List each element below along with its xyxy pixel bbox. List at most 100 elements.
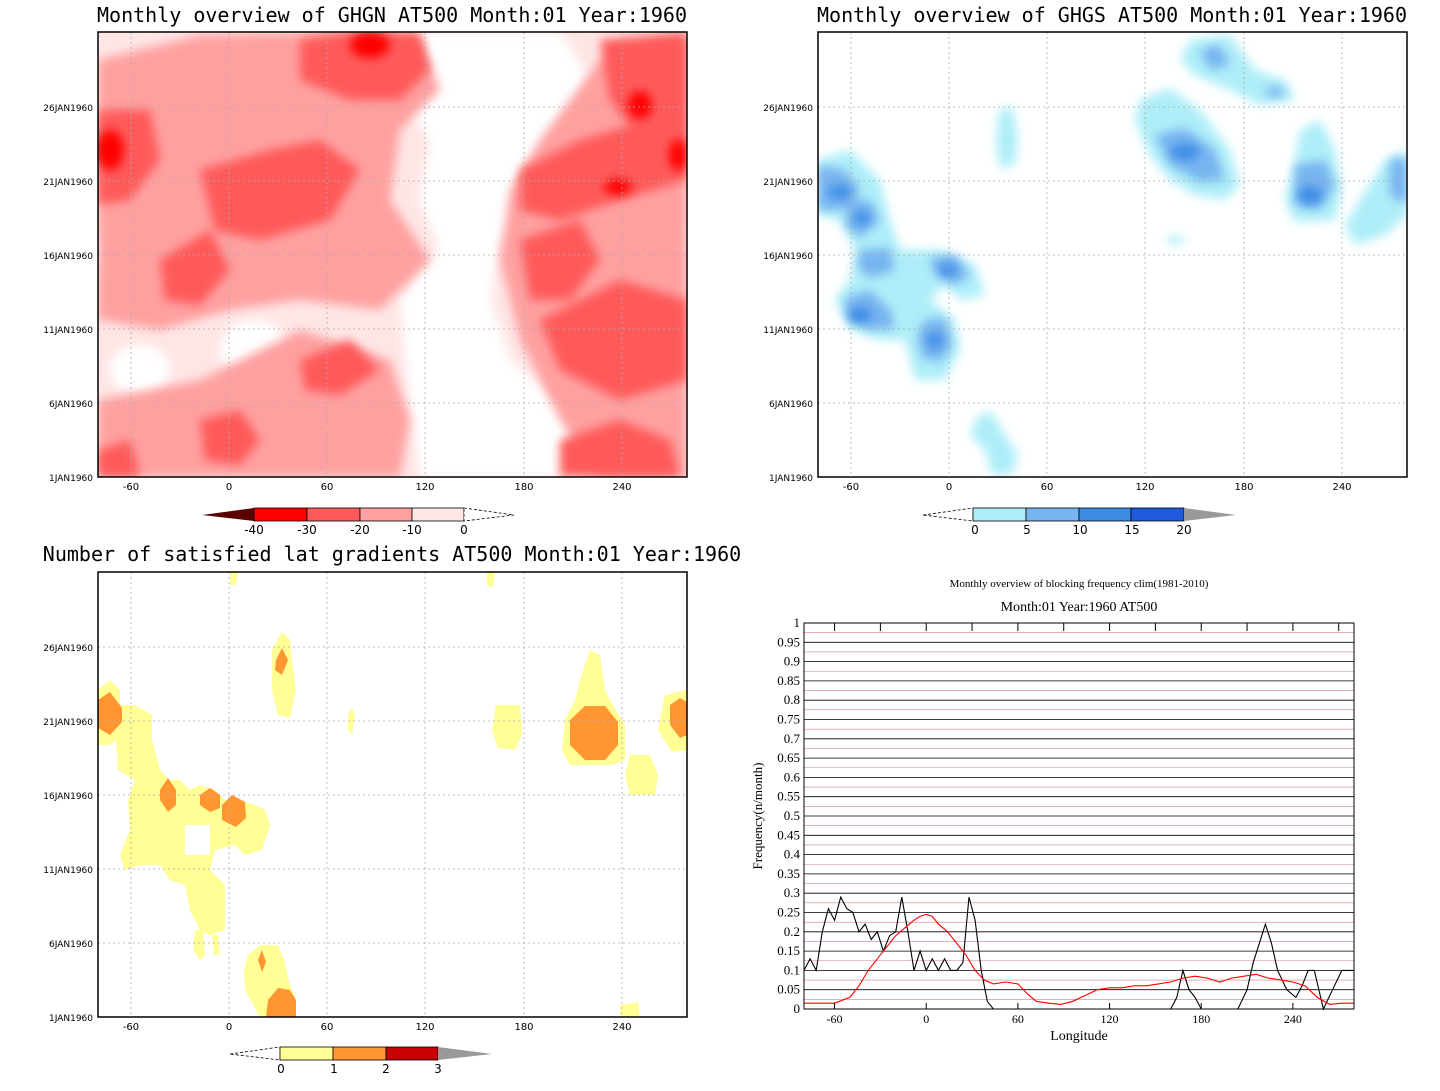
- ghgs-title: Monthly overview of GHGS AT500 Month:01 …: [817, 3, 1407, 27]
- ghgs-contour-fill: [818, 32, 1407, 477]
- freq-y-tick-label: 0: [794, 1001, 801, 1016]
- colorbar-swatch: [1130, 507, 1185, 522]
- x-tick-label: 60: [1041, 482, 1054, 493]
- freq-y-tick-label: 0.4: [784, 847, 801, 862]
- y-tick-label: 11JAN1960: [43, 866, 93, 876]
- ghgs-panel: Monthly overview of GHGS AT500 Month:01 …: [763, 3, 1408, 537]
- ghgn-y-ticks: 1JAN1960 6JAN1960 11JAN1960 16JAN1960 21…: [43, 104, 93, 484]
- freq-x-axis-label: Longitude: [1050, 1029, 1108, 1044]
- colorbar-label: 20: [1176, 523, 1191, 537]
- colorbar-label: 10: [1072, 523, 1087, 537]
- colorbar-label: -30: [297, 523, 317, 537]
- colorbar-swatch: [385, 1046, 439, 1061]
- freq-series-group: [803, 895, 1354, 1011]
- freq-y-tick-label: 0.5: [784, 808, 800, 823]
- x-tick-label: 240: [612, 482, 631, 493]
- freq-x-tick-label: 180: [1192, 1012, 1210, 1026]
- ghgs-y-ticks: 1JAN1960 6JAN1960 11JAN1960 16JAN1960 21…: [763, 104, 813, 484]
- colorbar-label: 0: [277, 1062, 285, 1076]
- colorbar-swatch: [1184, 508, 1236, 521]
- freq-y-tick-label: 0.7: [784, 731, 801, 746]
- freq-y-tick-label: 0.6: [784, 769, 801, 784]
- freq-title: Monthly overview of blocking frequency c…: [950, 578, 1209, 590]
- freq-x-tick-label: 0: [923, 1012, 929, 1026]
- ghgn-gridlines: [98, 32, 687, 477]
- freq-y-tick-label: 1: [794, 615, 801, 630]
- freq-x-tick-label: -60: [827, 1012, 843, 1026]
- ghgn-title: Monthly overview of GHGN AT500 Month:01 …: [97, 3, 687, 27]
- y-tick-label: 21JAN1960: [43, 178, 93, 188]
- x-tick-label: 120: [415, 482, 434, 493]
- x-tick-label: 120: [1135, 482, 1154, 493]
- y-tick-label: 16JAN1960: [43, 792, 93, 802]
- x-tick-label: 180: [514, 482, 533, 493]
- freq-y-tick-label: 0.2: [784, 924, 800, 939]
- y-tick-label: 21JAN1960: [763, 178, 813, 188]
- y-tick-label: 26JAN1960: [763, 104, 813, 114]
- y-tick-label: 26JAN1960: [43, 644, 93, 654]
- freq-y-tick-label: 0.75: [777, 712, 800, 727]
- y-tick-label: 21JAN1960: [43, 718, 93, 728]
- ghgs-x-ticks: -60 0 60 120 180 240: [843, 482, 1352, 493]
- sat-plot-frame: [97, 571, 688, 1018]
- freq-y-ticks: 0 0.05 0.1 0.15 0.2 0.25 0.3 0.35 0.4 0.45 0.5 0.55…: [777, 615, 800, 1016]
- ghgn-colorbar: -40 -30 -20 -10 0: [202, 507, 515, 537]
- y-tick-label: 1JAN1960: [49, 474, 93, 484]
- freq-series-line-red: [804, 913, 1354, 1005]
- colorbar-label: 5: [1023, 523, 1031, 537]
- x-tick-label: 240: [612, 1022, 631, 1033]
- ghgn-x-ticks: -60 0 60 120 180 240: [123, 482, 632, 493]
- x-tick-label: 0: [946, 482, 952, 493]
- freq-y-tick-label: 0.45: [777, 827, 800, 842]
- colorbar-swatch: [438, 1047, 492, 1060]
- colorbar-label: -20: [350, 523, 370, 537]
- ghgn-panel: Monthly overview of GHGN AT500 Month:01 …: [43, 3, 688, 537]
- colorbar-label: -40: [244, 523, 264, 537]
- x-tick-label: -60: [123, 1022, 139, 1033]
- x-tick-label: 60: [321, 482, 334, 493]
- colorbar-swatch: [332, 1046, 387, 1061]
- ghgs-plot-frame: [817, 31, 1408, 478]
- sat-colorbar: 0 1 2 3: [229, 1046, 492, 1076]
- freq-x-ticks: -60 0 60 120 180 240: [827, 623, 1340, 1026]
- colorbar-swatch: [463, 507, 515, 522]
- x-tick-label: 0: [226, 482, 232, 493]
- sat-gridlines: [98, 572, 687, 1017]
- sat-x-ticks: -60 0 60 120 180 240: [123, 1022, 632, 1033]
- y-tick-label: 16JAN1960: [43, 252, 93, 262]
- colorbar-swatch: [359, 507, 413, 522]
- colorbar-swatch: [229, 1046, 281, 1061]
- freq-plot-frame: [803, 622, 1355, 1010]
- sat-panel: Number of satisfied lat gradients AT500 …: [43, 542, 741, 1076]
- freq-gridlines: [804, 622, 1354, 1010]
- freq-series-line-black: [803, 895, 1354, 1011]
- freq-y-tick-label: 0.1: [784, 962, 800, 977]
- colorbar-label: 15: [1124, 523, 1139, 537]
- colorbar-swatch: [972, 507, 1027, 522]
- x-tick-label: -60: [123, 482, 139, 493]
- colorbar-swatch: [1025, 507, 1080, 522]
- freq-y-tick-label: 0.55: [777, 789, 800, 804]
- freq-y-tick-label: 0.65: [777, 750, 800, 765]
- freq-x-tick-label: 240: [1284, 1012, 1302, 1026]
- y-tick-label: 16JAN1960: [763, 252, 813, 262]
- freq-y-tick-label: 0.15: [777, 943, 800, 958]
- colorbar-label: 0: [971, 523, 979, 537]
- y-tick-label: 6JAN1960: [49, 400, 93, 410]
- sat-title: Number of satisfied lat gradients AT500 …: [43, 542, 741, 566]
- freq-x-tick-label: 120: [1101, 1012, 1119, 1026]
- x-tick-label: 120: [415, 1022, 434, 1033]
- x-tick-label: 180: [514, 1022, 533, 1033]
- freq-panel: Monthly overview of blocking frequency c…: [750, 578, 1355, 1044]
- freq-y-tick-label: 0.85: [777, 673, 800, 688]
- freq-y-axis-label: Frequency(n/month): [750, 763, 765, 870]
- freq-y-tick-label: 0.9: [784, 654, 800, 669]
- sat-contour-fill: [98, 572, 687, 1017]
- colorbar-label: -10: [402, 523, 422, 537]
- y-tick-label: 6JAN1960: [769, 400, 813, 410]
- colorbar-swatch: [1078, 507, 1132, 522]
- x-tick-label: 180: [1234, 482, 1253, 493]
- ghgn-plot-frame: [97, 31, 688, 478]
- x-tick-label: 0: [226, 1022, 232, 1033]
